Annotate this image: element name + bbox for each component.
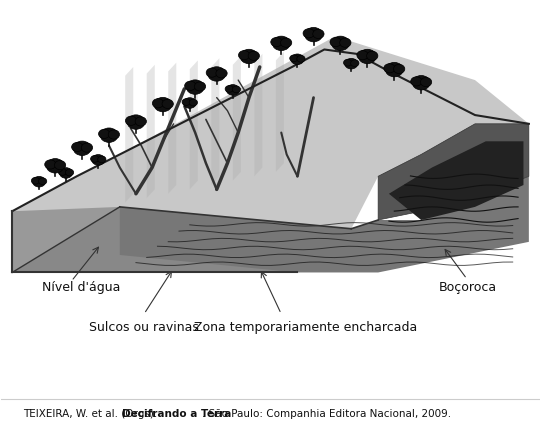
Circle shape: [81, 143, 93, 152]
Polygon shape: [212, 58, 219, 185]
Circle shape: [47, 158, 64, 173]
Polygon shape: [12, 154, 120, 272]
Polygon shape: [168, 62, 176, 194]
Circle shape: [384, 64, 395, 73]
Circle shape: [420, 77, 432, 87]
Text: Decifrando a Terra: Decifrando a Terra: [122, 409, 232, 419]
Circle shape: [32, 176, 45, 187]
Circle shape: [98, 129, 110, 139]
Circle shape: [367, 51, 378, 60]
Circle shape: [108, 130, 120, 139]
Circle shape: [183, 98, 196, 108]
Circle shape: [100, 128, 118, 143]
Text: TEIXEIRA, W. et al. (Orgs).: TEIXEIRA, W. et al. (Orgs).: [23, 409, 161, 419]
Polygon shape: [147, 65, 155, 198]
Circle shape: [345, 59, 358, 69]
Circle shape: [225, 85, 233, 92]
Circle shape: [135, 117, 147, 126]
Text: Nível d'água: Nível d'água: [42, 281, 120, 294]
Circle shape: [206, 68, 217, 77]
Polygon shape: [389, 141, 524, 220]
Polygon shape: [378, 124, 529, 220]
Circle shape: [92, 154, 105, 165]
Circle shape: [357, 51, 368, 60]
Circle shape: [239, 51, 250, 60]
Circle shape: [226, 84, 239, 95]
Polygon shape: [12, 207, 351, 272]
Polygon shape: [12, 37, 529, 229]
Circle shape: [330, 37, 341, 47]
Circle shape: [60, 168, 72, 178]
Text: . São Paulo: Companhia Editora Nacional, 2009.: . São Paulo: Companhia Editora Nacional,…: [202, 409, 451, 419]
Polygon shape: [125, 67, 133, 202]
Circle shape: [313, 29, 324, 39]
Circle shape: [232, 86, 241, 93]
Circle shape: [291, 54, 304, 65]
Circle shape: [90, 155, 99, 162]
Circle shape: [45, 160, 56, 169]
Circle shape: [344, 59, 352, 66]
Polygon shape: [120, 176, 529, 272]
Circle shape: [38, 178, 47, 185]
Circle shape: [351, 60, 359, 66]
Circle shape: [31, 177, 39, 184]
Circle shape: [270, 37, 282, 47]
Circle shape: [73, 141, 91, 155]
Polygon shape: [190, 60, 198, 189]
Circle shape: [393, 64, 405, 73]
Circle shape: [385, 62, 403, 77]
Polygon shape: [254, 54, 262, 176]
Circle shape: [162, 99, 173, 109]
Circle shape: [240, 49, 258, 64]
Circle shape: [98, 156, 106, 163]
Circle shape: [189, 99, 197, 106]
Circle shape: [71, 143, 83, 151]
Polygon shape: [276, 51, 284, 172]
Polygon shape: [12, 154, 120, 272]
Circle shape: [290, 55, 298, 62]
Circle shape: [340, 38, 351, 47]
Circle shape: [58, 169, 67, 176]
Circle shape: [332, 36, 349, 51]
Circle shape: [411, 77, 422, 86]
Circle shape: [153, 99, 164, 108]
Circle shape: [184, 81, 196, 90]
Circle shape: [186, 80, 204, 94]
Circle shape: [412, 76, 430, 90]
Text: Zona temporariamente encharcada: Zona temporariamente encharcada: [194, 321, 417, 334]
Circle shape: [272, 36, 290, 51]
Circle shape: [182, 99, 190, 106]
Circle shape: [305, 27, 322, 42]
Circle shape: [65, 169, 74, 176]
Circle shape: [55, 161, 65, 170]
Circle shape: [303, 29, 314, 38]
Circle shape: [194, 82, 206, 91]
Circle shape: [359, 49, 376, 64]
Circle shape: [297, 55, 305, 62]
Text: Boçoroca: Boçoroca: [438, 281, 497, 294]
Circle shape: [208, 67, 226, 81]
Circle shape: [216, 69, 227, 78]
Text: Sulcos ou ravinas: Sulcos ou ravinas: [89, 321, 199, 334]
Circle shape: [280, 38, 292, 47]
Circle shape: [126, 116, 137, 125]
Circle shape: [154, 97, 171, 112]
Polygon shape: [233, 56, 241, 181]
Circle shape: [127, 115, 145, 129]
Circle shape: [248, 51, 260, 60]
